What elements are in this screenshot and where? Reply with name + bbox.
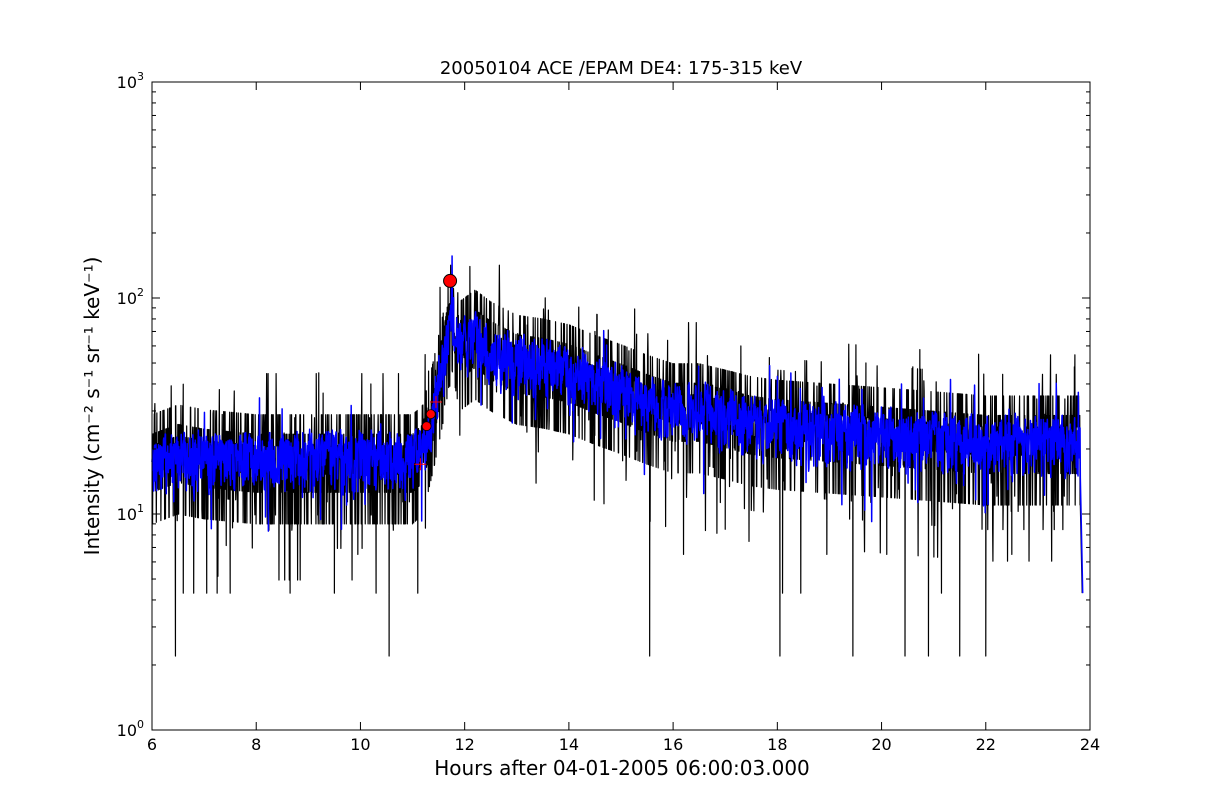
x-tick-label: 18 bbox=[767, 735, 787, 754]
y-axis: 100 101 102 103 bbox=[117, 70, 1090, 740]
y-axis-title: Intensity (cm⁻² s⁻¹ sr⁻¹ keV⁻¹) bbox=[80, 257, 104, 556]
x-tick-label: 24 bbox=[1080, 735, 1100, 754]
x-tick-label: 12 bbox=[454, 735, 474, 754]
series-layer bbox=[151, 255, 1084, 657]
onset-bound-marker bbox=[414, 458, 427, 471]
chart-title: 20050104 ACE /EPAM DE4: 175-315 keV bbox=[440, 58, 803, 79]
series-line-smoothed bbox=[151, 255, 1084, 594]
plot-area bbox=[151, 81, 1091, 731]
onset-marker bbox=[425, 409, 436, 420]
x-tick-label: 10 bbox=[350, 735, 370, 754]
y-tick-label: 101 bbox=[117, 502, 144, 524]
peak-marker bbox=[443, 273, 458, 288]
x-tick-label: 14 bbox=[559, 735, 579, 754]
y-tick-label: 103 bbox=[117, 70, 144, 92]
x-axis: 6 8 10 12 14 16 18 20 22 24 bbox=[147, 82, 1100, 754]
x-tick-label: 22 bbox=[976, 735, 996, 754]
marker-layer bbox=[414, 273, 458, 471]
onset-marker bbox=[421, 421, 432, 432]
onset-bound-marker bbox=[430, 396, 443, 409]
y-tick-label: 102 bbox=[117, 286, 144, 308]
y-tick-label: 100 bbox=[117, 718, 144, 740]
x-tick-label: 6 bbox=[147, 735, 157, 754]
x-tick-label: 8 bbox=[251, 735, 261, 754]
x-axis-title: Hours after 04-01-2005 06:00:03.000 bbox=[434, 756, 810, 780]
x-tick-label: 20 bbox=[871, 735, 891, 754]
plot-frame bbox=[151, 81, 1091, 731]
x-tick-label: 16 bbox=[663, 735, 683, 754]
